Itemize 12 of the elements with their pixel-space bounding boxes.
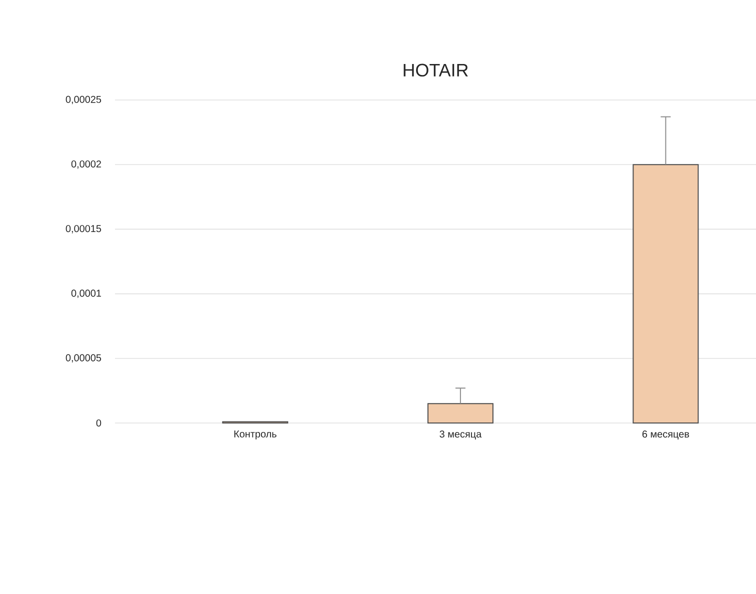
y-tick-label: 0,0001: [71, 290, 101, 298]
x-tick-label: Контроль: [234, 430, 276, 440]
bar: [632, 164, 699, 424]
y-tick-label: 0,00005: [66, 354, 102, 363]
chart-title: HOTAIR: [404, 64, 468, 76]
bar: [427, 403, 494, 424]
y-tick-label: 0,0002: [71, 160, 101, 169]
y-tick-label: 0,00015: [66, 225, 102, 234]
x-tick-label: 6 месяцев: [642, 430, 690, 440]
y-tick-label: 0: [96, 419, 102, 427]
y-tick-label: 0,00025: [66, 96, 102, 104]
x-tick-label: 3 месяца: [440, 430, 482, 440]
